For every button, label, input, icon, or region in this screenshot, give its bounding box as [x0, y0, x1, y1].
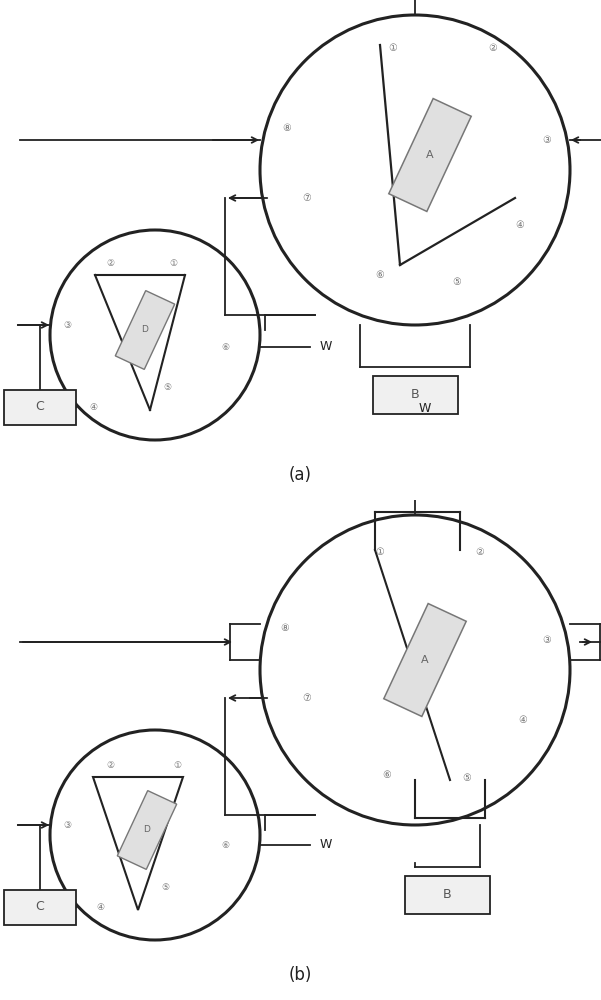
Text: ③: ③ [63, 320, 71, 330]
Text: (a): (a) [288, 466, 311, 484]
Text: ⑤: ⑤ [161, 883, 169, 892]
Text: ⑤: ⑤ [453, 277, 462, 287]
Text: ④: ④ [96, 902, 104, 912]
Text: W: W [419, 402, 431, 415]
Text: ②: ② [106, 761, 114, 770]
Text: B: B [443, 889, 451, 902]
Text: ①: ① [173, 761, 181, 770]
Text: ⑦: ⑦ [303, 193, 311, 203]
Text: C: C [35, 900, 44, 914]
Text: A: A [426, 150, 434, 160]
Text: ⑥: ⑥ [383, 770, 391, 780]
Text: D: D [144, 826, 150, 834]
Text: ③: ③ [63, 820, 71, 830]
Polygon shape [117, 791, 177, 869]
Text: ②: ② [489, 43, 498, 53]
Polygon shape [389, 99, 471, 211]
Polygon shape [384, 604, 466, 716]
Bar [373, 376, 457, 414]
Text: ③: ③ [543, 135, 551, 145]
Bar [404, 876, 489, 914]
Text: ⑤: ⑤ [163, 382, 171, 391]
Text: ②: ② [475, 547, 484, 557]
Text: ②: ② [106, 258, 114, 267]
Text: ①: ① [376, 547, 385, 557]
Text: ⑤: ⑤ [463, 773, 471, 783]
Text: ⑥: ⑥ [376, 270, 385, 280]
Bar [4, 890, 76, 924]
Text: ③: ③ [543, 635, 551, 645]
Text: ⑦: ⑦ [303, 693, 311, 703]
Text: ④: ④ [516, 220, 525, 230]
Text: D: D [142, 326, 148, 334]
Text: ④: ④ [519, 715, 527, 725]
Text: ⑥: ⑥ [221, 342, 229, 352]
Text: W: W [320, 340, 332, 354]
Text: A: A [421, 655, 429, 665]
Text: ①: ① [389, 43, 397, 53]
Text: ①: ① [169, 258, 177, 267]
Text: C: C [35, 400, 44, 414]
Polygon shape [115, 291, 175, 369]
Bar [4, 389, 76, 424]
Text: W: W [320, 838, 332, 852]
Text: ⑧: ⑧ [281, 623, 289, 633]
Text: B: B [410, 388, 419, 401]
Text: (b): (b) [288, 966, 312, 984]
Text: ⑧: ⑧ [282, 123, 291, 133]
Text: ④: ④ [89, 402, 97, 412]
Text: ⑥: ⑥ [221, 840, 229, 850]
